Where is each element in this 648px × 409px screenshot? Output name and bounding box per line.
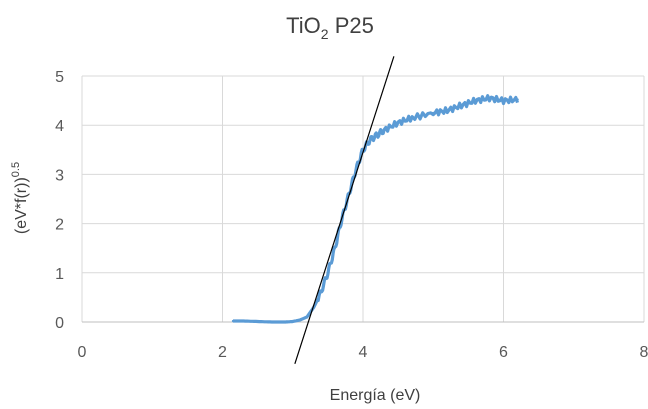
data-point [242, 319, 245, 323]
x-tick-label: 4 [359, 344, 368, 361]
y-tick-label: 3 [55, 167, 64, 184]
chart-title: TiO2 P25 [286, 13, 374, 42]
x-tick-label: 0 [78, 344, 87, 361]
data-point [396, 121, 400, 124]
data-point [354, 168, 358, 171]
x-tick-label: 2 [218, 344, 227, 361]
data-point [375, 133, 379, 137]
data-point [382, 128, 386, 132]
series-line [232, 94, 520, 324]
data-point [270, 320, 273, 324]
grid-lines [81, 75, 645, 322]
data-point [446, 109, 449, 112]
data-point [326, 271, 330, 274]
x-tick-label: 6 [499, 344, 508, 361]
x-tick-labels: 0 2 4 6 8 [78, 344, 648, 361]
y-tick-label: 1 [55, 266, 64, 283]
y-tick-labels: 0 1 2 3 4 5 [55, 69, 64, 332]
data-series [231, 94, 520, 324]
y-tick-label: 4 [55, 118, 64, 135]
data-point [432, 111, 435, 115]
data-point [319, 291, 323, 294]
data-point [231, 319, 235, 323]
data-point [460, 104, 463, 107]
x-axis-label: Energía (eV) [330, 387, 421, 404]
data-point [333, 247, 337, 250]
data-point [516, 98, 519, 101]
data-point [368, 138, 372, 142]
data-point [410, 116, 414, 120]
y-axis-label: (eV*f(r))0.5 [10, 162, 30, 234]
tangent-line [294, 56, 395, 365]
data-point [298, 318, 301, 322]
y-tick-label: 2 [55, 217, 64, 234]
data-point [291, 320, 294, 323]
data-point [256, 320, 259, 323]
y-tick-label: 5 [55, 69, 64, 86]
data-point [474, 99, 477, 102]
data-point [502, 99, 505, 102]
y-tick-label: 0 [55, 315, 64, 332]
x-tick-label: 8 [640, 344, 648, 361]
data-point [284, 320, 287, 324]
data-point [305, 315, 308, 319]
data-point [488, 96, 491, 100]
